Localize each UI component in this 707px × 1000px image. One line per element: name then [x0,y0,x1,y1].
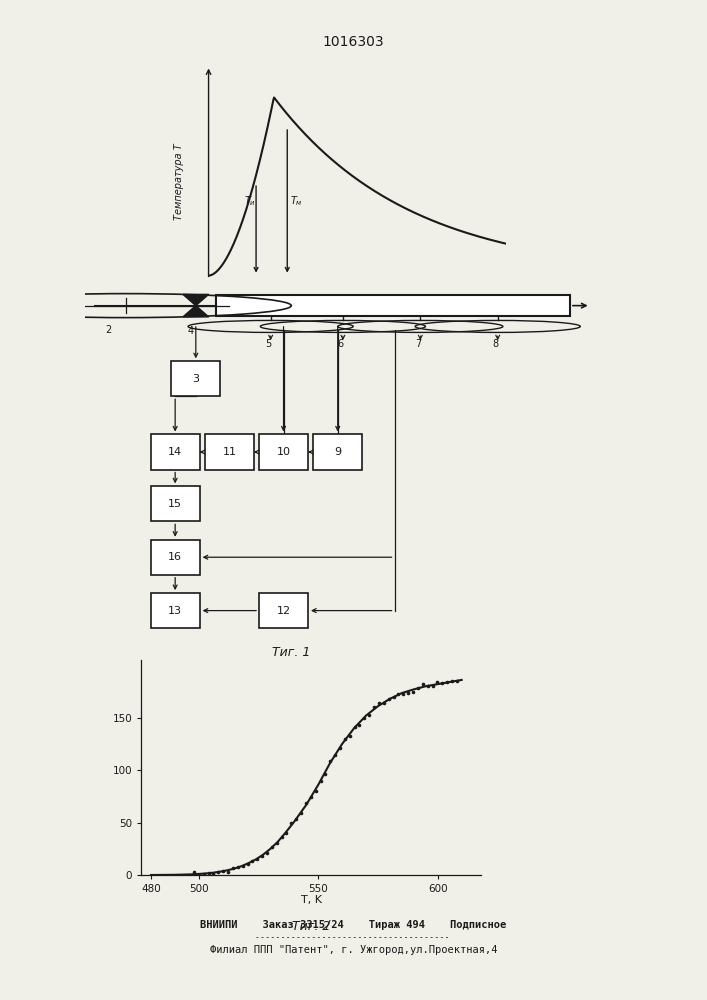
Point [422,678,433,694]
Point [349,719,361,735]
Point [407,684,419,700]
Bar [216,295,570,316]
Text: 6: 6 [338,339,344,349]
Point [271,835,282,851]
Point [193,867,204,883]
Point [354,717,365,733]
Point [378,695,390,711]
Point [208,866,219,882]
Text: Τиг. 2: Τиг. 2 [292,920,330,933]
Point [373,695,385,711]
Point [286,815,297,831]
Point [257,848,268,864]
Point [296,805,307,821]
Text: $T_{м}$: $T_{м}$ [291,194,303,208]
Point [237,858,248,874]
Point [213,864,224,880]
Point [218,863,229,879]
Point [432,674,443,690]
Text: Температура T: Температура T [174,143,184,220]
Point [276,829,287,845]
Bar [313,434,362,470]
Text: 9: 9 [334,447,341,457]
Point [315,773,326,789]
Bar [259,434,308,470]
Polygon shape [183,306,209,317]
Point [339,731,351,747]
Point [329,747,341,763]
Text: 3: 3 [192,374,199,384]
Point [412,680,423,696]
Point [383,691,395,707]
Point [252,851,263,867]
Text: 12: 12 [276,606,291,616]
Point [388,689,399,705]
Point [267,839,278,855]
Point [320,766,331,782]
Point [232,859,243,875]
Point [393,686,404,702]
Point [344,728,356,744]
Text: Филиал ППП "Патент", г. Ужгород,ул.Проектная,4: Филиал ППП "Патент", г. Ужгород,ул.Проек… [210,945,497,955]
Point [334,740,346,756]
Text: 14: 14 [168,447,182,457]
Text: Τиг. 1: Τиг. 1 [272,646,310,659]
Bar [205,434,254,470]
Point [242,856,253,872]
Point [446,673,457,689]
Point [427,678,438,694]
Bar [151,540,199,575]
Point [397,686,409,702]
Point [223,864,234,880]
Point [203,865,214,881]
Text: 13: 13 [168,606,182,616]
Point [281,825,292,841]
Point [358,710,370,726]
Bar [151,593,199,628]
Bar [171,361,221,396]
Point [291,811,302,827]
Point [451,673,462,689]
Text: 4: 4 [188,326,194,336]
Text: 15: 15 [168,499,182,509]
Text: 11: 11 [222,447,236,457]
Bar [259,593,308,628]
Point [262,845,273,861]
Text: $T_{и}$: $T_{и}$ [244,194,257,208]
Text: ВНИИПИ    Заказ 3315/24    Тираж 494    Подписное: ВНИИПИ Заказ 3315/24 Тираж 494 Подписное [200,920,507,930]
Point [198,866,209,882]
Point [300,795,312,811]
Point [305,789,317,805]
Point [188,864,199,880]
Text: Длина тр.реактора: Длина тр.реактора [370,298,474,308]
Point [325,753,336,769]
Text: 1016303: 1016303 [322,35,385,49]
Point [363,707,375,723]
Text: 7: 7 [415,339,421,349]
Point [227,860,238,876]
Text: - - - - - - - - - - - - - - - - - - - - - - - - - - - - - - - - - - - - - -: - - - - - - - - - - - - - - - - - - - - … [256,933,451,942]
Point [437,675,448,691]
Point [247,853,258,869]
Bar [151,434,199,470]
Point [402,685,414,701]
Text: 2: 2 [105,325,112,335]
Text: 5: 5 [265,339,271,349]
Polygon shape [183,294,209,306]
Point [368,699,380,715]
Text: 16: 16 [168,552,182,562]
Point [441,674,452,690]
Point [310,783,322,799]
Text: 10: 10 [276,447,291,457]
Bar [151,486,199,521]
Point [417,676,428,692]
Text: 8: 8 [493,339,498,349]
X-axis label: T, K: T, K [300,895,322,905]
